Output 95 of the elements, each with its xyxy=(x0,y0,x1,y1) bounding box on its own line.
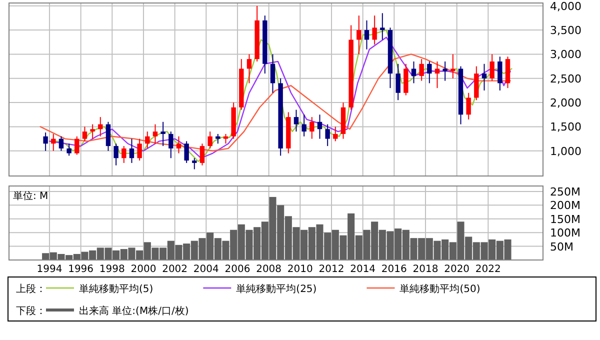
y-tick-label: 1,000 xyxy=(550,144,582,158)
bar xyxy=(81,252,88,260)
bar xyxy=(457,222,464,260)
bar xyxy=(340,235,347,260)
bar xyxy=(371,222,378,260)
y-tick-label: 4,000 xyxy=(550,0,582,13)
bar xyxy=(269,196,276,260)
x-tick-label: 2016 xyxy=(381,264,407,275)
bar xyxy=(386,231,394,260)
bar xyxy=(355,235,362,260)
legend-label: 単純移動平均(50) xyxy=(400,283,480,295)
y-tick-label: 50M xyxy=(550,240,574,254)
y-axis-title: 単位: M xyxy=(13,190,48,202)
bar xyxy=(332,230,339,260)
bar xyxy=(128,248,136,260)
y-tick-label: 250M xyxy=(550,185,580,198)
bar xyxy=(308,227,316,260)
x-tick-label: 2022 xyxy=(475,264,501,275)
bar xyxy=(42,253,50,260)
bar xyxy=(418,238,426,260)
bar xyxy=(246,230,253,260)
x-tick-label: 2002 xyxy=(162,264,188,275)
bar xyxy=(152,248,159,260)
bar xyxy=(449,242,456,260)
bar xyxy=(465,236,472,260)
bar xyxy=(136,250,144,260)
y-tick-label: 150M xyxy=(550,212,580,226)
bar xyxy=(112,250,120,260)
bar xyxy=(316,224,324,260)
bar xyxy=(378,230,386,260)
bar xyxy=(254,227,261,260)
legend-title: 下段： xyxy=(16,305,46,317)
legend-label: 単純移動平均(25) xyxy=(236,283,317,295)
bar xyxy=(183,244,190,260)
x-tick-label: 1996 xyxy=(68,264,94,275)
bar xyxy=(206,232,214,260)
bar xyxy=(175,244,182,260)
bar xyxy=(300,230,308,260)
x-tick-label: 2006 xyxy=(224,264,250,275)
bar xyxy=(190,240,198,260)
legend-label: 単純移動平均(5) xyxy=(79,283,154,295)
bar xyxy=(410,238,418,260)
x-tick-label: 2008 xyxy=(256,264,282,275)
bar xyxy=(442,239,449,260)
x-tick-label: 1994 xyxy=(36,264,62,275)
bar xyxy=(426,238,433,260)
bar xyxy=(284,216,292,260)
line-series xyxy=(40,54,511,152)
x-tick-label: 1998 xyxy=(99,264,125,275)
y-tick-label: 3,000 xyxy=(550,48,582,62)
y-tick-label: 3,500 xyxy=(550,24,582,38)
bar xyxy=(214,238,222,260)
bar xyxy=(238,224,245,260)
y-tick-label: 1,500 xyxy=(550,120,582,134)
bar xyxy=(73,254,80,260)
bar xyxy=(472,242,480,260)
bar xyxy=(434,240,441,260)
y-tick-label: 2,000 xyxy=(550,96,582,110)
bar xyxy=(96,248,104,260)
bar xyxy=(363,230,370,260)
bar xyxy=(222,240,230,260)
x-tick-label: 2012 xyxy=(318,264,344,275)
bar xyxy=(120,249,128,260)
bar xyxy=(261,222,268,260)
bar xyxy=(167,240,174,260)
bar xyxy=(292,227,300,260)
bar xyxy=(324,232,332,260)
x-tick-label: 2010 xyxy=(287,264,313,275)
bar xyxy=(89,250,96,260)
bar xyxy=(277,205,284,260)
bar xyxy=(160,248,167,260)
y-tick-label: 2,500 xyxy=(550,72,582,86)
legend-label: 出来高 単位:(M株/口/枚) xyxy=(79,305,189,317)
bar xyxy=(144,242,151,260)
bar xyxy=(58,254,65,260)
x-tick-label: 2000 xyxy=(130,264,156,275)
bar xyxy=(488,239,496,260)
bar xyxy=(66,255,73,260)
bar xyxy=(230,230,238,260)
bar xyxy=(504,239,512,260)
x-tick-label: 2004 xyxy=(193,264,219,275)
bar xyxy=(50,252,57,260)
bar xyxy=(480,242,488,260)
bar xyxy=(402,230,410,260)
y-tick-label: 200M xyxy=(550,199,580,212)
x-tick-label: 2020 xyxy=(444,264,470,275)
bar xyxy=(104,248,112,260)
bar xyxy=(198,238,206,260)
y-tick-label: 100M xyxy=(550,226,580,240)
x-tick-label: 2018 xyxy=(412,264,438,275)
bar xyxy=(394,228,402,260)
bar xyxy=(496,240,504,260)
legend-title: 上段： xyxy=(16,283,46,295)
bar xyxy=(348,213,355,260)
x-tick-label: 2014 xyxy=(350,264,376,275)
